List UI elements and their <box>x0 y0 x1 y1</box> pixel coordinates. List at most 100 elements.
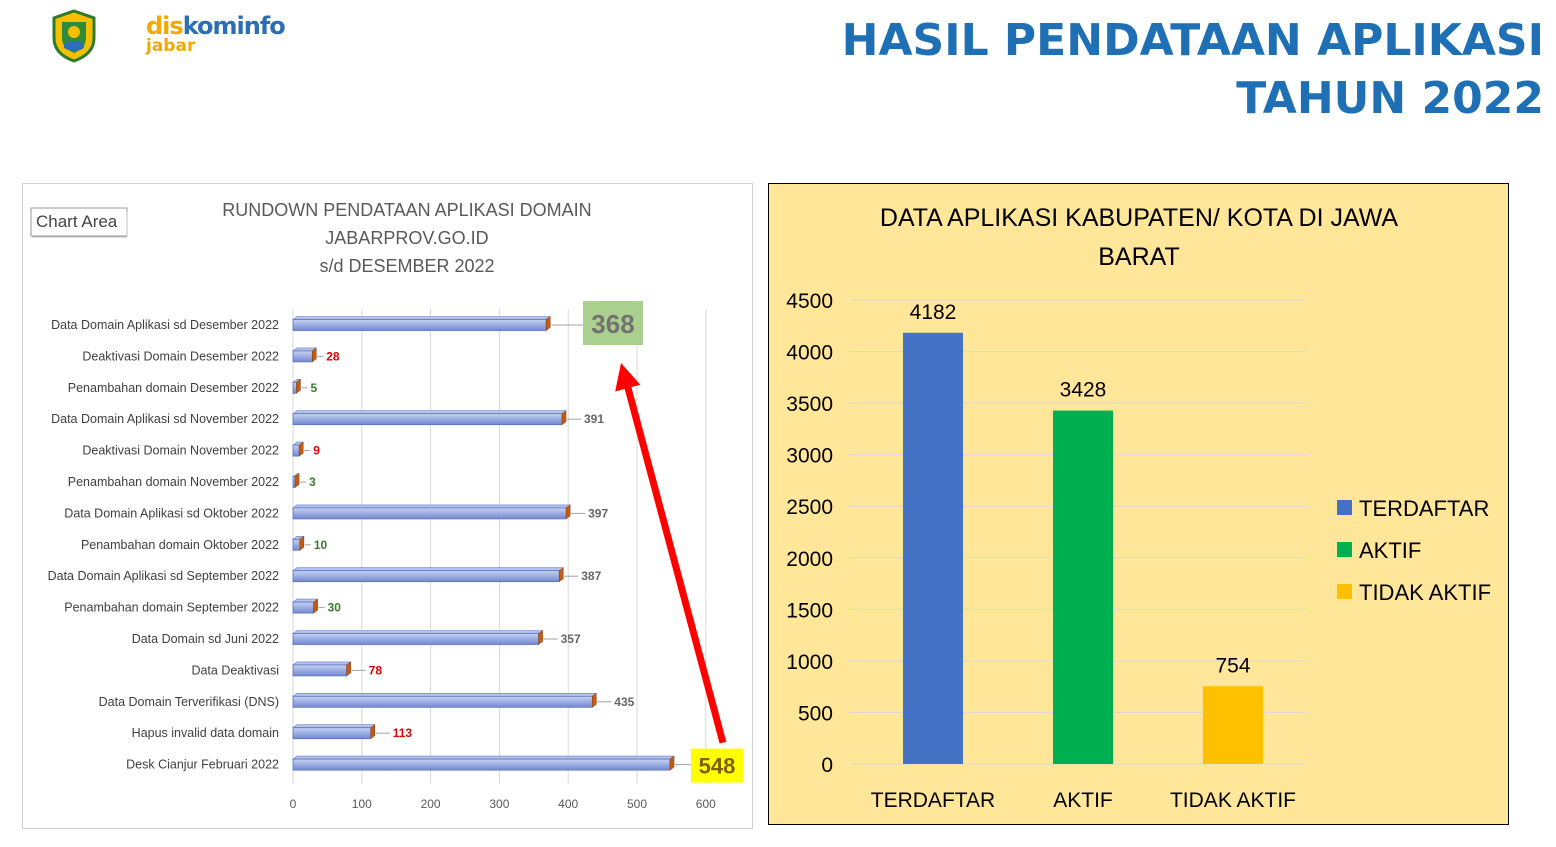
bar-end-cap <box>559 567 564 583</box>
bar <box>292 473 300 488</box>
category-label: Penambahan domain September 2022 <box>64 601 279 615</box>
bar-front <box>292 695 593 708</box>
x-tick-label: 500 <box>627 797 647 811</box>
rundown-title-line: s/d DESEMBER 2022 <box>319 256 494 276</box>
bar-end-cap <box>312 347 317 363</box>
data-label: 4182 <box>910 301 957 324</box>
data-label: 9 <box>313 444 320 458</box>
legend-label: AKTIF <box>1359 538 1421 563</box>
jabar-emblem-icon <box>52 9 96 63</box>
category-label: Data Domain Aplikasi sd Desember 2022 <box>51 318 279 332</box>
bar <box>292 724 376 740</box>
kabupaten-title-line: BARAT <box>1098 243 1180 271</box>
data-label: 28 <box>326 349 340 363</box>
data-label-callout <box>691 748 743 783</box>
bar-end-cap <box>592 692 597 708</box>
bar-end-cap <box>561 410 567 426</box>
y-tick-label: 2500 <box>786 496 833 519</box>
bar-end-cap <box>313 598 318 614</box>
bar-end-cap <box>294 473 300 488</box>
kabupaten-chart-panel[interactable]: DATA APLIKASI KABUPATEN/ KOTA DI JAWA BAR… <box>768 183 1509 825</box>
bar <box>292 316 552 331</box>
x-tick-label: 100 <box>352 797 372 811</box>
bar-end-cap <box>565 504 571 520</box>
bar-end-cap <box>296 378 301 394</box>
bar-end-cap <box>298 441 304 457</box>
page-title-line2: TAHUN 2022 <box>1236 73 1544 124</box>
bar <box>292 378 302 394</box>
bar <box>292 504 572 520</box>
data-label: 5 <box>310 381 317 395</box>
category-label: Deaktivasi Domain Desember 2022 <box>82 349 279 363</box>
chart-area-tooltip-box <box>30 207 128 237</box>
kabupaten-title-line: DATA APLIKASI KABUPATEN/ KOTA DI JAWA <box>880 204 1399 232</box>
bar-front <box>292 444 300 457</box>
data-label-callout <box>583 301 643 345</box>
category-label: TIDAK AKTIF <box>1170 789 1296 812</box>
bar-end-cap <box>370 724 375 740</box>
rundown-bar-chart: Chart Area RUNDOWN PENDATAAN APLIKASI DO… <box>30 200 743 811</box>
category-label: Penambahan domain November 2022 <box>68 475 279 489</box>
y-tick-label: 3500 <box>786 393 833 416</box>
bar <box>292 410 567 426</box>
data-label: 30 <box>328 601 342 615</box>
bar <box>292 630 544 645</box>
bar <box>292 598 319 614</box>
data-label: 357 <box>561 632 581 646</box>
y-tick-label: 4000 <box>786 342 833 365</box>
x-tick-label: 400 <box>558 797 578 811</box>
y-tick-label: 1000 <box>786 651 833 674</box>
legend-item: AKTIF <box>1337 538 1421 563</box>
diskominfo-logo: diskominfo jabar <box>46 8 286 64</box>
legend-swatch <box>1337 542 1352 557</box>
kabupaten-chart-title: DATA APLIKASI KABUPATEN/ KOTA DI JAWA BAR… <box>880 204 1399 271</box>
legend-item: TIDAK AKTIF <box>1337 580 1491 605</box>
bar-front <box>292 664 348 677</box>
bar-end-cap <box>538 630 543 645</box>
category-label: Penambahan domain Desember 2022 <box>68 381 279 395</box>
data-label: 754 <box>1215 654 1250 677</box>
bar <box>292 567 565 583</box>
x-tick-label: 600 <box>696 797 716 811</box>
data-label: 391 <box>584 412 604 426</box>
data-label: 10 <box>314 538 328 552</box>
chart-legend: TERDAFTAR AKTIF TIDAK AKTIF <box>1337 496 1491 605</box>
rundown-title-line: JABARPROV.GO.ID <box>325 228 488 248</box>
x-tick-label: 0 <box>290 797 297 811</box>
rundown-chart-panel[interactable]: Chart Area RUNDOWN PENDATAAN APLIKASI DO… <box>22 183 753 829</box>
legend-label: TERDAFTAR <box>1359 496 1489 521</box>
bar-front <box>292 381 297 394</box>
y-tick-label: 3000 <box>786 445 833 468</box>
bar-end-cap <box>669 755 675 771</box>
data-label: 78 <box>369 663 383 677</box>
category-label: Data Domain sd Juni 2022 <box>132 632 279 646</box>
data-label: 113 <box>393 726 413 740</box>
chart-area-tooltip: Chart Area <box>36 212 118 231</box>
category-label: TERDAFTAR <box>871 789 995 812</box>
bar-front <box>292 601 315 614</box>
y-tick-label: 4500 <box>786 290 833 313</box>
red-arrow-head <box>615 363 641 392</box>
bar-front <box>292 350 313 363</box>
bar <box>292 692 598 708</box>
bar-front <box>292 319 547 331</box>
bar <box>1203 686 1263 764</box>
category-label: Desk Cianjur Februari 2022 <box>126 758 279 772</box>
bar-end-cap <box>299 535 305 551</box>
category-label: Penambahan domain Oktober 2022 <box>81 538 279 552</box>
legend-item: TERDAFTAR <box>1337 496 1489 521</box>
bar <box>903 332 963 764</box>
page-title: HASIL PENDATAAN APLIKASI TAHUN 2022 <box>842 12 1544 128</box>
bar <box>292 535 305 551</box>
bar-front <box>292 570 560 583</box>
y-tick-label: 500 <box>798 702 833 725</box>
y-tick-label: 1500 <box>786 599 833 622</box>
category-label: Data Domain Aplikasi sd September 2022 <box>48 569 279 583</box>
category-label: Data Domain Aplikasi sd November 2022 <box>51 412 279 426</box>
bar-front <box>292 538 301 551</box>
page-title-line1: HASIL PENDATAAN APLIKASI <box>841 15 1544 66</box>
data-label: 397 <box>588 506 608 520</box>
logo-word-jabar: jabar <box>146 36 196 56</box>
bar-end-cap <box>346 661 351 677</box>
bar-front <box>292 758 671 771</box>
